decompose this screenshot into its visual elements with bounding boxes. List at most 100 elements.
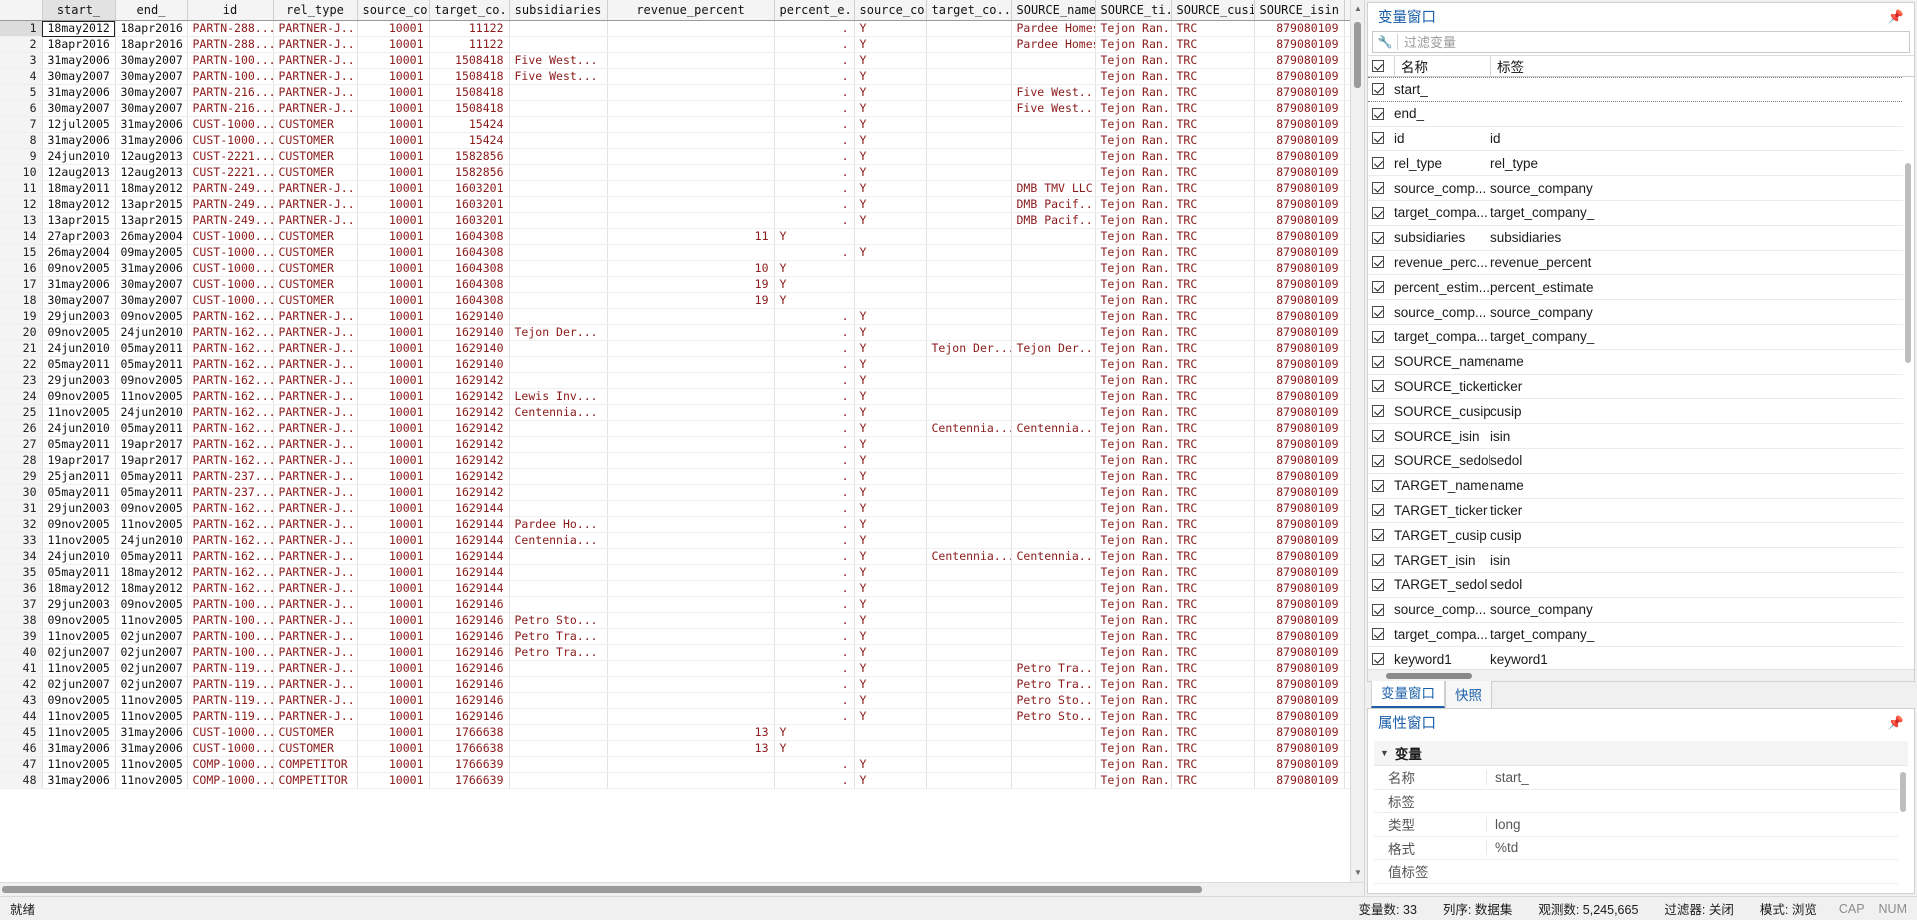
- cell-SOURCE_cusip[interactable]: TRC: [1171, 532, 1255, 549]
- cell-start_[interactable]: 24jun2010: [42, 148, 116, 165]
- row-number-cell[interactable]: 43: [0, 692, 43, 709]
- cell-SOURCE_cusip[interactable]: TRC: [1171, 516, 1255, 533]
- cell-rel_type[interactable]: CUSTOMER: [273, 260, 358, 277]
- cell-target_co1[interactable]: 1508418: [429, 84, 510, 101]
- cell-target_co2[interactable]: [926, 372, 1012, 389]
- cell-percent_e[interactable]: Y: [774, 740, 855, 757]
- table-row[interactable]: 19 29jun2003 09nov2005 PARTN-162... PARTNER-…: [0, 308, 1364, 325]
- column-header-subsidiaries[interactable]: subsidiaries: [509, 0, 608, 21]
- variable-checkbox[interactable]: [1372, 256, 1394, 269]
- cell-end_[interactable]: 09nov2005: [115, 500, 188, 517]
- cell-start_[interactable]: 11nov2005: [42, 708, 116, 725]
- cell-source_co1[interactable]: 10001: [357, 36, 430, 53]
- cell-SOURCE_name[interactable]: [1011, 516, 1096, 533]
- cell-source_co2[interactable]: Y: [854, 20, 927, 37]
- cell-source_co2[interactable]: Y: [854, 484, 927, 501]
- cell-SOURCE_ti[interactable]: Tejon Ran...: [1095, 68, 1172, 85]
- variable-list-item[interactable]: TARGET_name name: [1368, 474, 1914, 499]
- cell-percent_e[interactable]: Y: [774, 276, 855, 293]
- column-header-percent_e[interactable]: percent_e...: [774, 0, 855, 21]
- cell-SOURCE_cusip[interactable]: TRC: [1171, 468, 1255, 485]
- property-value[interactable]: long: [1486, 816, 1908, 832]
- table-row[interactable]: 35 05may2011 18may2012 PARTN-162... PARTNER-…: [0, 564, 1364, 581]
- cell-start_[interactable]: 18may2011: [42, 180, 116, 197]
- cell-start_[interactable]: 13apr2015: [42, 212, 116, 229]
- cell-target_co1[interactable]: 1629142: [429, 420, 510, 437]
- cell-SOURCE_isin[interactable]: 879080109: [1254, 548, 1345, 565]
- cell-subsidiaries[interactable]: [509, 564, 608, 581]
- cell-SOURCE_cusip[interactable]: TRC: [1171, 356, 1255, 373]
- cell-source_co1[interactable]: 10001: [357, 20, 430, 37]
- cell-percent_e[interactable]: .: [774, 644, 855, 661]
- cell-SOURCE_name[interactable]: [1011, 164, 1096, 181]
- column-header-revenue_percent[interactable]: revenue_percent: [607, 0, 775, 21]
- dock-tabbar[interactable]: 变量窗口 快照: [1365, 678, 1917, 708]
- cell-target_co2[interactable]: [926, 644, 1012, 661]
- cell-percent_e[interactable]: .: [774, 52, 855, 69]
- cell-target_co1[interactable]: 1629144: [429, 580, 510, 597]
- row-number-cell[interactable]: 30: [0, 484, 43, 501]
- table-row[interactable]: 17 31may2006 30may2007 CUST-1000... CUSTOMER…: [0, 276, 1364, 293]
- cell-revenue_percent[interactable]: [607, 484, 775, 501]
- row-number-cell[interactable]: 25: [0, 404, 43, 421]
- cell-SOURCE_name[interactable]: Petro Tra...: [1011, 676, 1096, 693]
- cell-subsidiaries[interactable]: Petro Sto...: [509, 612, 608, 629]
- cell-SOURCE_cusip[interactable]: TRC: [1171, 180, 1255, 197]
- cell-id[interactable]: PARTN-216...: [187, 84, 274, 101]
- cell-rel_type[interactable]: PARTNER-J...: [273, 468, 358, 485]
- table-row[interactable]: 28 19apr2017 19apr2017 PARTN-162... PARTNER-…: [0, 452, 1364, 469]
- cell-percent_e[interactable]: .: [774, 436, 855, 453]
- variable-list-item[interactable]: target_compa... target_company_: [1368, 325, 1914, 350]
- cell-end_[interactable]: 09may2005: [115, 244, 188, 261]
- cell-subsidiaries[interactable]: [509, 676, 608, 693]
- cell-target_co1[interactable]: 1604308: [429, 292, 510, 309]
- cell-SOURCE_name[interactable]: [1011, 324, 1096, 341]
- cell-percent_e[interactable]: Y: [774, 292, 855, 309]
- cell-SOURCE_cusip[interactable]: TRC: [1171, 260, 1255, 277]
- variable-list[interactable]: start_ end_ id id rel_type rel_type source_com…: [1368, 77, 1914, 669]
- cell-SOURCE_name[interactable]: [1011, 308, 1096, 325]
- cell-subsidiaries[interactable]: Petro Tra...: [509, 628, 608, 645]
- cell-start_[interactable]: 11nov2005: [42, 628, 116, 645]
- cell-SOURCE_cusip[interactable]: TRC: [1171, 164, 1255, 181]
- cell-SOURCE_ti[interactable]: Tejon Ran...: [1095, 484, 1172, 501]
- row-number-cell[interactable]: 3: [0, 52, 43, 69]
- cell-SOURCE_cusip[interactable]: TRC: [1171, 228, 1255, 245]
- cell-rel_type[interactable]: PARTNER-J...: [273, 596, 358, 613]
- cell-start_[interactable]: 27apr2003: [42, 228, 116, 245]
- cell-end_[interactable]: 02jun2007: [115, 644, 188, 661]
- variable-list-vertical-scrollbar[interactable]: [1903, 77, 1914, 669]
- cell-revenue_percent[interactable]: 13: [607, 724, 775, 741]
- cell-SOURCE_cusip[interactable]: TRC: [1171, 36, 1255, 53]
- variable-checkbox[interactable]: [1372, 628, 1394, 641]
- cell-source_co2[interactable]: Y: [854, 36, 927, 53]
- variable-list-item[interactable]: subsidiaries subsidiaries: [1368, 226, 1914, 251]
- cell-SOURCE_isin[interactable]: 879080109: [1254, 404, 1345, 421]
- cell-revenue_percent[interactable]: [607, 244, 775, 261]
- cell-id[interactable]: CUST-1000...: [187, 724, 274, 741]
- cell-target_co1[interactable]: 1604308: [429, 260, 510, 277]
- cell-target_co2[interactable]: [926, 276, 1012, 293]
- cell-SOURCE_isin[interactable]: 879080109: [1254, 676, 1345, 693]
- cell-target_co2[interactable]: [926, 36, 1012, 53]
- cell-SOURCE_isin[interactable]: 879080109: [1254, 132, 1345, 149]
- table-row[interactable]: 39 11nov2005 02jun2007 PARTN-100... PARTNER-…: [0, 628, 1364, 645]
- cell-SOURCE_ti[interactable]: Tejon Ran...: [1095, 756, 1172, 773]
- cell-source_co1[interactable]: 10001: [357, 532, 430, 549]
- row-number-cell[interactable]: 14: [0, 228, 43, 245]
- cell-SOURCE_name[interactable]: [1011, 532, 1096, 549]
- cell-SOURCE_cusip[interactable]: TRC: [1171, 308, 1255, 325]
- cell-rel_type[interactable]: CUSTOMER: [273, 292, 358, 309]
- variable-list-item[interactable]: source_comp... source_company: [1368, 598, 1914, 623]
- variable-checkbox[interactable]: [1372, 529, 1394, 542]
- table-row[interactable]: 20 09nov2005 24jun2010 PARTN-162... PARTNER-…: [0, 324, 1364, 341]
- cell-subsidiaries[interactable]: [509, 116, 608, 133]
- cell-target_co1[interactable]: 1629146: [429, 628, 510, 645]
- cell-source_co2[interactable]: Y: [854, 644, 927, 661]
- row-number-cell[interactable]: 42: [0, 676, 43, 693]
- cell-revenue_percent[interactable]: 19: [607, 292, 775, 309]
- cell-SOURCE_cusip[interactable]: TRC: [1171, 564, 1255, 581]
- cell-revenue_percent[interactable]: [607, 180, 775, 197]
- variable-list-item[interactable]: SOURCE_name name: [1368, 350, 1914, 375]
- cell-SOURCE_cusip[interactable]: TRC: [1171, 676, 1255, 693]
